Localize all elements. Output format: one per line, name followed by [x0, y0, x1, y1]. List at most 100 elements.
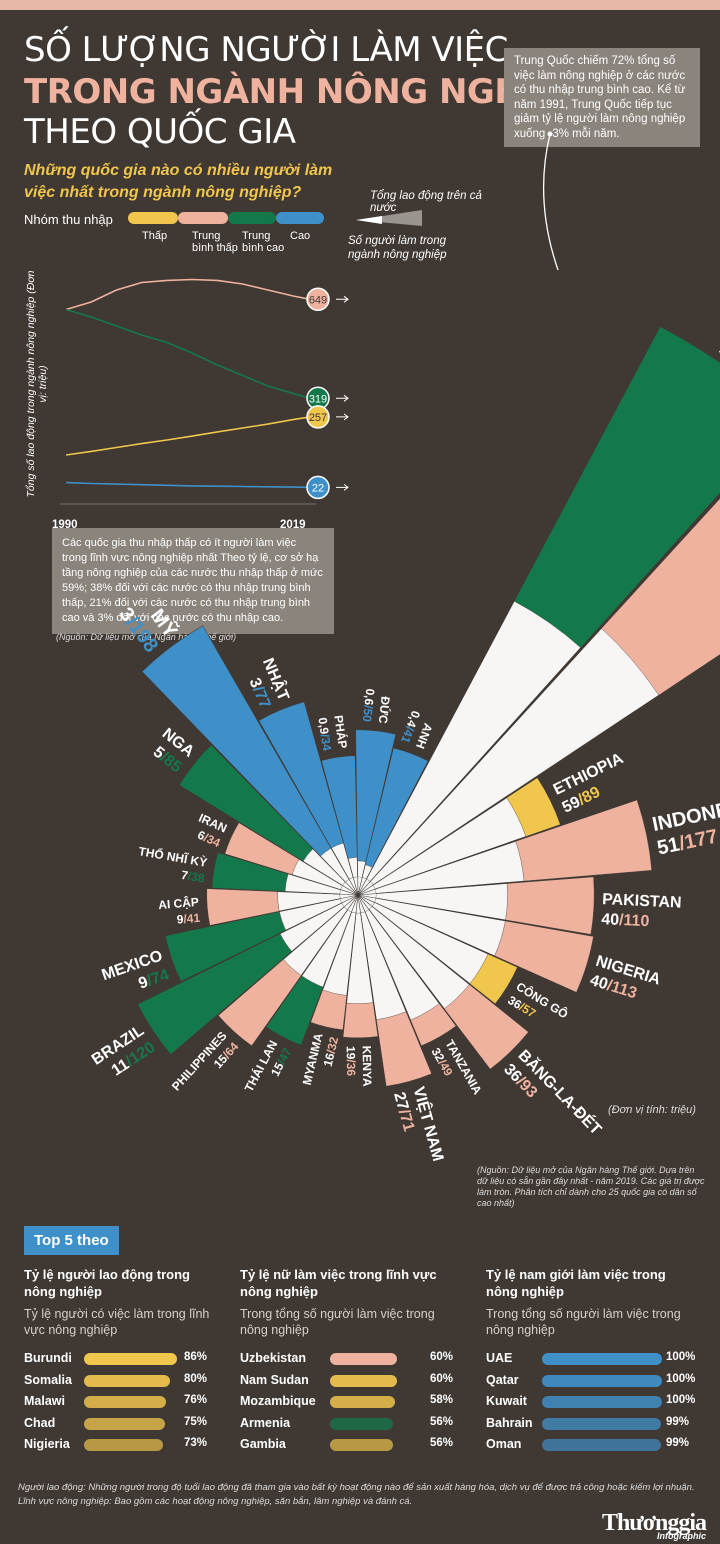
bar-values-16: 9/41: [176, 911, 201, 927]
bar-name-4: PAKISTAN: [602, 891, 682, 912]
line-chart: 649 319 257 22 1990 2019: [52, 278, 349, 528]
top5-col-title-0: Tỷ lệ người lao động trong nông nghiệp: [24, 1267, 190, 1299]
line-series-0: [65, 278, 311, 311]
bar-value-agri-23: 0,6: [362, 688, 378, 706]
bar-value-agri-22: 0,9: [315, 717, 331, 736]
line-end-label-3: 22: [312, 482, 324, 494]
bar-agri-21: [258, 701, 344, 849]
radial-bar-chart: TRUNG QUỐC229/905ẤN ĐỘ272/638ETHIOPIA59/…: [89, 237, 720, 1163]
line-series-1: [65, 308, 311, 400]
bar-agri-10: [342, 1002, 379, 1038]
top5-name-2-3: Bahrain: [486, 1415, 533, 1430]
line-end-label-1: 319: [309, 393, 327, 405]
top5-col-title-1: Tỷ lệ nữ làm việc trong lĩnh vực nông ng…: [240, 1267, 437, 1299]
bar-value-total-18: /34: [202, 830, 223, 850]
top5-tag: Top 5 theo: [24, 1226, 119, 1255]
legend-title: Nhóm thu nhập: [24, 212, 113, 227]
line-end-label-2: 257: [309, 412, 327, 424]
top-accent-bar: [0, 0, 720, 10]
top5-name-0-4: Nigieria: [24, 1437, 70, 1451]
top5-pct-2-3: 99%: [666, 1415, 690, 1428]
key-total-label: Tổng lao động trên cả nước: [370, 190, 482, 214]
bar-agri-18: [224, 822, 300, 875]
bar-name-0: TRUNG QUỐC: [715, 237, 720, 363]
line-chart-note: Các quốc gia thu nhập thấp có ít người l…: [52, 528, 334, 634]
top5-row-0-4: Nigieria 73%: [24, 1434, 254, 1456]
top5-row-1-4: Gambia 56%: [240, 1434, 470, 1456]
top5-name-1-4: Gambia: [240, 1437, 286, 1451]
bar-value-agri-8: 32: [429, 1045, 448, 1064]
bar-value-total-16: /41: [183, 911, 201, 926]
top5-col-subtitle-1: Trong tổng số người làm việc trong nông …: [240, 1307, 435, 1337]
bar-value-total-11: /32: [324, 1035, 342, 1055]
top5-row-2-3: Bahrain 99%: [486, 1413, 716, 1435]
radial-spoke-4: [357, 893, 376, 896]
bar-agri-6: [469, 953, 518, 1004]
top5-bar-1-1: [330, 1374, 398, 1387]
radial-spoke-14: [344, 894, 359, 907]
title-line-2: TRONG NGÀNH NÔNG NGHIỆP: [24, 72, 582, 112]
top5-bar-1-2: [330, 1396, 395, 1408]
bar-value-agri-11: 16: [321, 1051, 338, 1068]
radial-spoke-0: [357, 878, 367, 896]
logo: Thươnggia Infographic: [602, 1510, 707, 1541]
top5-pct-1-4: 56%: [430, 1437, 454, 1449]
legend-label-1: Trung bình thấp: [192, 230, 238, 254]
bar-value-agri-17: 7: [180, 868, 189, 883]
top5-row-1-3: Armenia 56%: [240, 1413, 470, 1435]
top5-pct-1-3: 56%: [430, 1415, 454, 1428]
radial-spoke-12: [351, 894, 359, 912]
top5-bar-2-3: [542, 1417, 661, 1430]
radial-spoke-2: [357, 884, 374, 896]
radial-spoke-17: [340, 893, 359, 896]
top5-row-0-2: Malawi 76%: [24, 1391, 254, 1413]
radial-spoke-18: [340, 889, 359, 896]
top5-bar-2-2: [542, 1396, 662, 1408]
line-arrow-1: [336, 394, 349, 402]
top5-name-0-2: Malawi: [24, 1394, 65, 1408]
top5-name-0-3: Chad: [24, 1415, 56, 1430]
radial-spoke-5: [357, 894, 376, 899]
top5-name-1-1: Nam Sudan: [240, 1372, 309, 1387]
bar-value-total-4: /110: [619, 912, 650, 930]
top5-row-2-0: UAE 100%: [486, 1348, 716, 1370]
top5-pct-0-2: 76%: [184, 1394, 208, 1406]
bar-agri-22: [321, 755, 358, 859]
top5-col-title-2: Tỷ lệ nam giới làm việc trong nông nghiệ…: [486, 1267, 666, 1299]
bar-agri-17: [211, 852, 289, 892]
line-end-badge-2: [306, 405, 330, 429]
line-chart-source: (Nguồn: Dữ liệu mở của Ngân hàng Thế giớ…: [56, 632, 237, 642]
top5-name-2-4: Oman: [486, 1437, 522, 1451]
legend-label-3: Cao: [290, 230, 311, 242]
footnote-1: Người lao động: Những người trong độ tuổ…: [18, 1482, 695, 1493]
bar-value-agri-3: 51: [655, 833, 681, 859]
bar-name-17: THỔ NHĨ KỲ: [137, 843, 208, 870]
bar-value-agri-4: 40: [601, 911, 620, 929]
title-line-3: THEO QUỐC GIA: [24, 112, 296, 152]
radial-spoke-8: [357, 894, 370, 910]
top5-pct-1-1: 60%: [430, 1372, 454, 1385]
bar-values-11: 16/32: [321, 1035, 342, 1068]
top5-name-1-2: Mozambique: [240, 1394, 316, 1408]
china-note-pointer: [542, 131, 559, 271]
legend-swatch-1: [178, 212, 228, 224]
line-end-label-0: 649: [309, 294, 327, 306]
top5-pct-2-0: 100%: [666, 1351, 696, 1363]
bar-agri-13: [218, 959, 302, 1046]
top5-bar-1-0: [330, 1353, 398, 1365]
top5-row-0-3: Chad 75%: [24, 1413, 254, 1435]
top5-pct-1-0: 60%: [430, 1351, 454, 1363]
legend-swatch-0: [128, 212, 178, 224]
line-end-badge-0: [306, 287, 330, 312]
bar-value-agri-10: 19: [344, 1046, 358, 1060]
bar-value-agri-24: 0,4: [404, 709, 423, 730]
top5-bar-2-0: [542, 1353, 662, 1365]
bar-agri-24: [365, 747, 429, 868]
radial-spoke-16: [340, 894, 359, 899]
top5-row-2-4: Oman 99%: [486, 1434, 716, 1456]
